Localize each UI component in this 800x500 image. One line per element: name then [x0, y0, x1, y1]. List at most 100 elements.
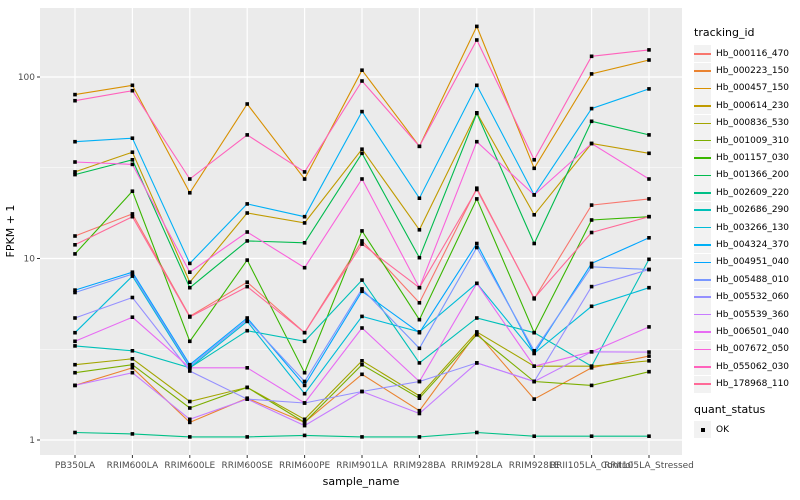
data-point: [360, 359, 364, 363]
data-point: [245, 366, 249, 370]
data-point: [245, 280, 249, 284]
data-point: [302, 383, 307, 388]
data-point: [589, 350, 594, 354]
data-point: [647, 354, 651, 358]
data-point: [188, 261, 192, 266]
data-point: [130, 357, 135, 361]
data-point: [647, 197, 651, 201]
data-point: [589, 54, 594, 59]
data-point: [302, 420, 307, 425]
data-point: [532, 434, 536, 438]
data-point: [302, 401, 307, 405]
data-point: [130, 272, 135, 276]
data-point: [360, 435, 364, 439]
legend-key: [694, 132, 711, 150]
quant-ok-key: [694, 421, 711, 438]
data-point: [130, 370, 135, 375]
x-tick-label: RRIM928LE: [509, 461, 560, 471]
legend-item-Hb_178968_110: Hb_178968_110: [694, 375, 798, 393]
data-point: [302, 423, 307, 428]
data-point: [589, 364, 594, 368]
data-point: [73, 290, 77, 295]
data-point: [188, 339, 192, 344]
data-point: [188, 280, 192, 284]
legend-line-swatch-icon: [694, 157, 711, 159]
legend-key: [694, 288, 711, 306]
data-point: [647, 177, 651, 181]
data-point: [589, 106, 594, 111]
data-point: [73, 98, 77, 103]
data-point: [532, 241, 536, 246]
legend-key: [694, 219, 711, 237]
y-tick-label: 10: [24, 255, 36, 265]
data-point: [417, 228, 422, 232]
data-point: [73, 243, 77, 247]
legend-label: Hb_004324_370: [716, 239, 790, 250]
data-point: [188, 420, 192, 425]
data-point: [360, 229, 364, 233]
legend-line-swatch-icon: [694, 209, 711, 212]
data-point: [73, 330, 77, 335]
data-point: [360, 68, 364, 72]
data-point: [417, 396, 422, 400]
data-point: [130, 349, 135, 353]
data-point: [302, 265, 307, 270]
data-point: [589, 218, 594, 222]
legend-item-Hb_005539_360: Hb_005539_360: [694, 306, 798, 324]
legend-item-Hb_002686_290: Hb_002686_290: [694, 201, 798, 219]
data-point: [360, 239, 364, 243]
data-point: [188, 315, 192, 319]
data-point: [360, 372, 364, 377]
data-point: [532, 397, 536, 401]
legend-item-Hb_001009_310: Hb_001009_310: [694, 132, 798, 150]
data-point: [589, 119, 594, 124]
data-point: [589, 203, 594, 207]
data-point: [475, 245, 479, 250]
legend-item-Hb_000457_150: Hb_000457_150: [694, 79, 798, 97]
data-point: [647, 267, 651, 272]
legend-item-Hb_005488_010: Hb_005488_010: [694, 271, 798, 289]
legend-line-swatch-icon: [694, 139, 711, 142]
legend-line-swatch-icon: [694, 383, 711, 385]
x-tick-label: RRIM600LE: [164, 461, 215, 471]
data-point: [130, 432, 135, 436]
data-point: [417, 285, 422, 290]
data-point: [360, 362, 364, 367]
data-point: [589, 434, 594, 438]
data-point: [73, 92, 77, 97]
legend-item-Hb_000223_150: Hb_000223_150: [694, 62, 798, 80]
x-tick-label: RRII105LA_Control: [550, 461, 633, 471]
legend-label: Hb_001366_200: [716, 170, 790, 181]
legend-label: Hb_000116_470: [716, 48, 790, 59]
data-point: [188, 369, 192, 373]
legend-key: [694, 184, 711, 202]
data-point: [475, 333, 479, 337]
legend-key: [694, 375, 711, 393]
legend-line-swatch-icon: [694, 70, 711, 72]
data-point: [532, 166, 536, 171]
legend-label: Hb_005488_010: [716, 274, 790, 285]
legend-label: Hb_007672_050: [716, 344, 790, 355]
data-point: [130, 274, 135, 278]
legend-line-swatch-icon: [694, 52, 711, 55]
data-point: [417, 255, 422, 260]
data-point: [647, 285, 651, 290]
data-point: [475, 83, 479, 88]
legend-key: [694, 97, 711, 115]
legend-label: Hb_002686_290: [716, 205, 790, 216]
data-point: [417, 394, 422, 398]
data-point: [417, 144, 422, 149]
data-point: [188, 191, 192, 195]
legend-item-Hb_001157_030: Hb_001157_030: [694, 149, 798, 167]
legend-key: [694, 253, 711, 271]
legend-item-Hb_003266_130: Hb_003266_130: [694, 219, 798, 237]
data-point: [417, 346, 422, 351]
data-point: [245, 435, 249, 439]
data-point: [188, 399, 192, 404]
legend-line-swatch-icon: [694, 174, 711, 177]
data-point: [647, 369, 651, 374]
legend-key: [694, 323, 711, 341]
data-point: [417, 361, 422, 365]
data-point: [130, 366, 135, 370]
